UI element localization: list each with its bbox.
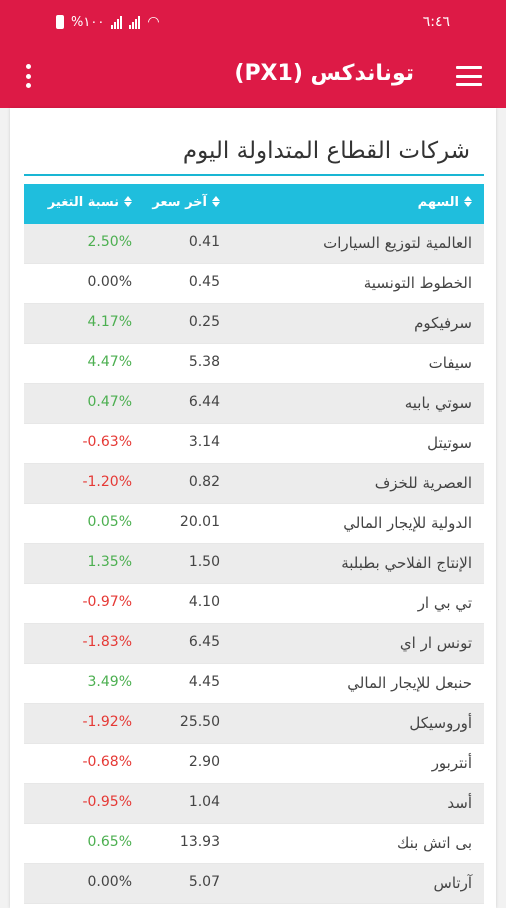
stock-name: تي بي ار — [417, 594, 472, 612]
table-row[interactable]: العالمية لتوزيع السيارات 0.41 2.50% — [24, 224, 484, 264]
last-price: 0.45 — [188, 274, 220, 290]
change-percent: -1.20% — [82, 474, 132, 490]
sort-icon — [464, 196, 472, 207]
header-stock[interactable]: السهم — [418, 195, 472, 210]
change-percent: 3.49% — [87, 674, 132, 690]
sort-icon — [212, 196, 220, 207]
companies-card: شركات القطاع المتداولة اليوم السهم آخر س… — [10, 108, 496, 908]
stock-name: الإنتاج الفلاحي بطبلبة — [341, 554, 472, 572]
companies-table: السهم آخر سعر نسبة التغير العالمية لتوزي… — [24, 184, 484, 904]
last-price: 5.07 — [188, 874, 220, 890]
table-row[interactable]: سرفيكوم 0.25 4.17% — [24, 304, 484, 344]
last-price: 2.90 — [188, 754, 220, 770]
stock-name: بى اتش بنك — [396, 834, 472, 852]
stock-name: أسد — [447, 794, 472, 812]
table-row[interactable]: سوتيتل 3.14 -0.63% — [24, 424, 484, 464]
last-price: 13.93 — [179, 834, 220, 850]
change-percent: -1.83% — [82, 634, 132, 650]
stock-name: العالمية لتوزيع السيارات — [323, 234, 472, 252]
last-price: 0.82 — [188, 474, 220, 490]
status-time: ٦:٤٦ — [422, 14, 450, 30]
last-price: 4.45 — [188, 674, 220, 690]
signal-icon — [111, 15, 123, 29]
change-percent: -0.97% — [82, 594, 132, 610]
last-price: 20.01 — [179, 514, 220, 530]
change-percent: 0.05% — [87, 514, 132, 530]
last-price: 1.50 — [188, 554, 220, 570]
change-percent: 4.17% — [87, 314, 132, 330]
table-body: العالمية لتوزيع السيارات 0.41 2.50% الخطوط … — [24, 224, 484, 904]
status-bar: %١٠٠ ◠ ٦:٤٦ — [0, 0, 506, 44]
last-price: 4.10 — [188, 594, 220, 610]
stock-name: سوتي بابيه — [404, 394, 472, 412]
stock-name: سرفيكوم — [414, 314, 472, 332]
table-row[interactable]: أوروسيكل 25.50 -1.92% — [24, 704, 484, 744]
battery-level: %١٠٠ — [71, 14, 105, 30]
title-divider — [24, 174, 484, 176]
kebab-icon[interactable] — [24, 64, 32, 88]
change-percent: 0.65% — [87, 834, 132, 850]
table-row[interactable]: آرتاس 5.07 0.00% — [24, 864, 484, 904]
change-percent: -0.68% — [82, 754, 132, 770]
wifi-icon: ◠ — [147, 14, 160, 30]
last-price: 25.50 — [179, 714, 220, 730]
battery-icon — [56, 15, 64, 29]
stock-name: أوروسيكل — [409, 714, 472, 732]
change-percent: 4.47% — [87, 354, 132, 370]
stock-name: الخطوط التونسية — [363, 274, 472, 292]
stock-name: سيفات — [428, 354, 472, 372]
last-price: 6.45 — [188, 634, 220, 650]
table-row[interactable]: سوتي بابيه 6.44 0.47% — [24, 384, 484, 424]
status-icons: %١٠٠ ◠ — [56, 14, 160, 30]
last-price: 1.04 — [188, 794, 220, 810]
table-row[interactable]: حنبعل للإيجار المالي 4.45 3.49% — [24, 664, 484, 704]
stock-name: الدولية للإيجار المالي — [343, 514, 472, 532]
stock-name: العصرية للخزف — [374, 474, 472, 492]
table-row[interactable]: تونس ار اي 6.45 -1.83% — [24, 624, 484, 664]
table-row[interactable]: أنتربور 2.90 -0.68% — [24, 744, 484, 784]
last-price: 3.14 — [188, 434, 220, 450]
signal-icon-2 — [129, 15, 141, 29]
table-row[interactable]: بى اتش بنك 13.93 0.65% — [24, 824, 484, 864]
change-percent: 0.00% — [87, 874, 132, 890]
app-title: توناندكس (PX1) — [234, 61, 414, 86]
last-price: 0.25 — [188, 314, 220, 330]
table-row[interactable]: تي بي ار 4.10 -0.97% — [24, 584, 484, 624]
header-change[interactable]: نسبة التغير — [48, 195, 132, 210]
change-percent: 2.50% — [87, 234, 132, 250]
table-row[interactable]: الإنتاج الفلاحي بطبلبة 1.50 1.35% — [24, 544, 484, 584]
table-header: السهم آخر سعر نسبة التغير — [24, 184, 484, 224]
table-row[interactable]: سيفات 5.38 4.47% — [24, 344, 484, 384]
table-row[interactable]: الخطوط التونسية 0.45 0.00% — [24, 264, 484, 304]
table-row[interactable]: الدولية للإيجار المالي 20.01 0.05% — [24, 504, 484, 544]
section-title: شركات القطاع المتداولة اليوم — [182, 138, 470, 164]
hamburger-icon[interactable] — [456, 66, 482, 86]
last-price: 6.44 — [188, 394, 220, 410]
change-percent: -1.92% — [82, 714, 132, 730]
header-price[interactable]: آخر سعر — [152, 195, 220, 210]
change-percent: 0.47% — [87, 394, 132, 410]
table-row[interactable]: العصرية للخزف 0.82 -1.20% — [24, 464, 484, 504]
change-percent: -0.63% — [82, 434, 132, 450]
change-percent: 1.35% — [87, 554, 132, 570]
change-percent: 0.00% — [87, 274, 132, 290]
change-percent: -0.95% — [82, 794, 132, 810]
stock-name: سوتيتل — [427, 434, 472, 452]
last-price: 5.38 — [188, 354, 220, 370]
sort-icon — [124, 196, 132, 207]
last-price: 0.41 — [188, 234, 220, 250]
stock-name: تونس ار اي — [399, 634, 472, 652]
stock-name: أنتربور — [431, 754, 472, 772]
app-bar: توناندكس (PX1) — [0, 44, 506, 108]
stock-name: آرتاس — [433, 874, 472, 892]
table-row[interactable]: أسد 1.04 -0.95% — [24, 784, 484, 824]
stock-name: حنبعل للإيجار المالي — [347, 674, 472, 692]
